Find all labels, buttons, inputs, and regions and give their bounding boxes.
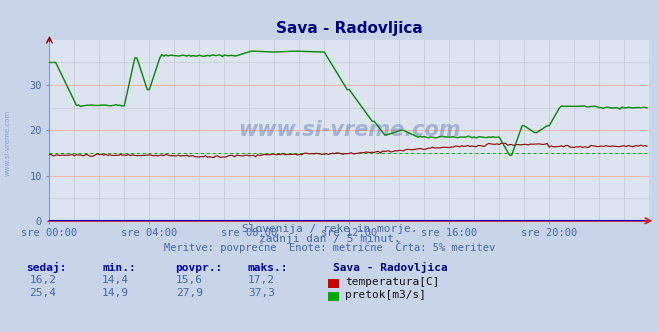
Text: 15,6: 15,6: [176, 275, 202, 285]
Text: zadnji dan / 5 minut.: zadnji dan / 5 minut.: [258, 234, 401, 244]
Text: 14,4: 14,4: [102, 275, 129, 285]
Text: www.si-vreme.com: www.si-vreme.com: [238, 120, 461, 140]
Title: Sava - Radovljica: Sava - Radovljica: [276, 21, 422, 36]
Text: povpr.:: povpr.:: [175, 263, 222, 273]
Text: Sava - Radovljica: Sava - Radovljica: [333, 262, 447, 273]
Text: Slovenija / reke in morje.: Slovenija / reke in morje.: [242, 224, 417, 234]
Text: 16,2: 16,2: [30, 275, 56, 285]
Text: www.si-vreme.com: www.si-vreme.com: [5, 110, 11, 176]
Text: temperatura[C]: temperatura[C]: [345, 277, 440, 287]
Text: Meritve: povprečne  Enote: metrične  Črta: 5% meritev: Meritve: povprečne Enote: metrične Črta:…: [164, 241, 495, 253]
Text: 25,4: 25,4: [30, 288, 56, 298]
Text: 37,3: 37,3: [248, 288, 275, 298]
Text: min.:: min.:: [102, 263, 136, 273]
Text: 17,2: 17,2: [248, 275, 275, 285]
Text: pretok[m3/s]: pretok[m3/s]: [345, 290, 426, 300]
Text: sedaj:: sedaj:: [26, 262, 67, 273]
Text: 14,9: 14,9: [102, 288, 129, 298]
Text: maks.:: maks.:: [247, 263, 287, 273]
Text: 27,9: 27,9: [176, 288, 202, 298]
